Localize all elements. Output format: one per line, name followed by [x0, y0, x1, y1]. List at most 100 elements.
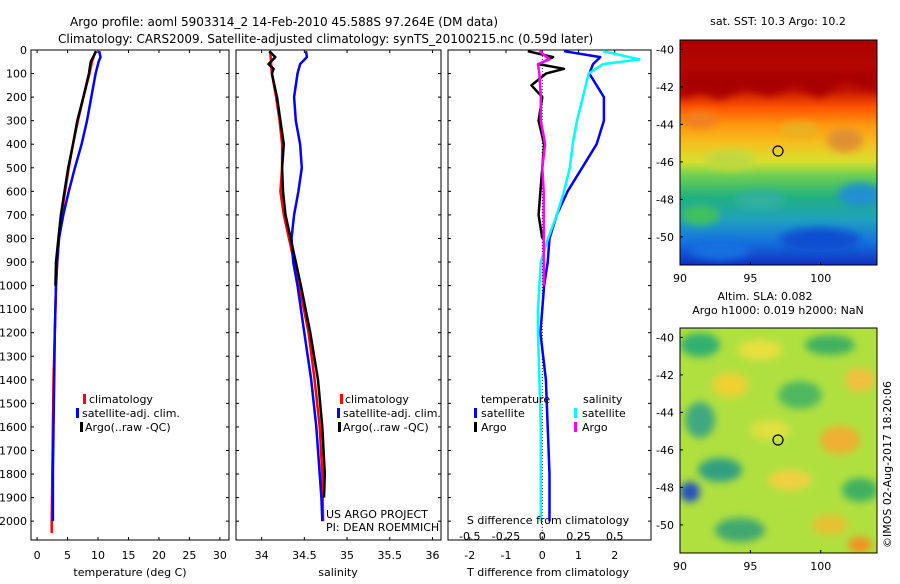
- series-line-argo: [536, 50, 551, 286]
- map-lat-label: -46: [656, 156, 674, 169]
- salinity-xlabel: salinity: [318, 566, 358, 579]
- legend-swatch-argo: [80, 422, 83, 432]
- map-lat-label: -48: [656, 481, 674, 494]
- map-lat-label: -40: [656, 331, 674, 344]
- depth-tick-label: 900: [6, 256, 27, 269]
- salinity-diff-tick-label: -0.5: [459, 530, 480, 543]
- salinity-panel: [235, 49, 442, 541]
- depth-tick-label: 2000: [0, 515, 27, 528]
- depth-tick-label: 300: [6, 115, 27, 128]
- legend-swatch-climatology: [340, 394, 343, 404]
- x-tick-label: 36: [425, 549, 439, 562]
- difference-xlabel-salinity: S difference from climatology: [467, 514, 630, 527]
- temperature-lines: [50, 50, 102, 533]
- series-line-argo-raw-qc-: [267, 50, 327, 498]
- depth-tick-label: 0: [20, 44, 27, 57]
- x-tick-label: 10: [91, 549, 105, 562]
- legend-satellite: satellite-adj. clim.: [343, 407, 441, 420]
- depth-tick-label: 400: [6, 138, 27, 151]
- legend-swatch-satellite: [76, 408, 79, 418]
- legend-swatch-satellite: [337, 408, 340, 418]
- sla-map-subtitle: Argo h1000: 0.019 h2000: NaN: [692, 304, 864, 317]
- salinity-lines: [267, 50, 327, 522]
- sst-map-title: sat. SST: 10.3 Argo: 10.2: [710, 15, 846, 28]
- depth-tick-label: 1300: [0, 350, 27, 363]
- sst-map: [680, 40, 877, 265]
- map-lat-label: -40: [656, 43, 674, 56]
- depth-tick-label: 1500: [0, 397, 27, 410]
- x-tick-label: 25: [182, 549, 196, 562]
- map-lon-label: 90: [673, 272, 687, 285]
- sst-map-frame: [679, 39, 878, 266]
- legend-argo: Argo(..raw -QC): [85, 421, 171, 434]
- legend-swatch-climatology: [83, 394, 86, 404]
- map-lat-label: -50: [656, 519, 674, 532]
- x-tick-label: -1: [501, 549, 512, 562]
- x-tick-label: 1: [575, 549, 582, 562]
- difference-lines: [527, 50, 641, 540]
- map-lat-label: -44: [656, 406, 674, 419]
- x-tick-label: 34.5: [292, 549, 317, 562]
- salinity-legend: climatology satellite-adj. clim. Argo(..…: [337, 393, 441, 434]
- depth-tick-label: 100: [6, 68, 27, 81]
- series-line-satellite-adj-clim-: [51, 50, 102, 522]
- map-lon-label: 100: [810, 560, 831, 573]
- map-lat-label: -50: [656, 231, 674, 244]
- series-line-argo-raw-qc-: [54, 50, 98, 286]
- depth-tick-label: 1600: [0, 421, 27, 434]
- map-lon-label: 100: [810, 272, 831, 285]
- pi-credit: PI: DEAN ROEMMICH: [326, 521, 439, 534]
- map-lon-label: 95: [743, 272, 757, 285]
- legend-group-temperature: temperature: [481, 393, 550, 406]
- series-line-climatology: [50, 50, 97, 533]
- legend-swatch-t-argo: [474, 422, 477, 432]
- map-axes: 90 95 100 -40 -42 -44 -46 -48 -50 90 95 100 -40 -42 -4…: [656, 43, 831, 573]
- depth-tick-label: 800: [6, 232, 27, 245]
- legend-t-argo: Argo: [481, 421, 507, 434]
- map-lat-label: -48: [656, 193, 674, 206]
- depth-tick-label: 700: [6, 209, 27, 222]
- depth-tick-label: 1900: [0, 492, 27, 505]
- series-line-satellite-adj-clim-: [290, 51, 324, 522]
- map-lat-label: -46: [656, 444, 674, 457]
- depth-tick-label: 600: [6, 185, 27, 198]
- x-tick-label: 2: [611, 549, 618, 562]
- legend-climatology: climatology: [345, 393, 409, 406]
- temperature-panel: [30, 49, 230, 541]
- depth-tick-label: 1200: [0, 327, 27, 340]
- x-tick-label: 30: [213, 549, 227, 562]
- depth-axis: 0 100 200 300 400 500 600 700 800 900 1000 1100 1200…: [0, 44, 651, 528]
- difference-panel: [447, 49, 652, 541]
- x-tick-label: 15: [121, 549, 135, 562]
- legend-climatology: climatology: [89, 393, 153, 406]
- salinity-diff-tick-label: 0.25: [566, 530, 591, 543]
- x-tick-label: 35.5: [378, 549, 403, 562]
- temperature-xlabel: temperature (deg C): [73, 566, 186, 579]
- legend-argo: Argo(..raw -QC): [343, 421, 429, 434]
- depth-tick-label: 1000: [0, 280, 27, 293]
- x-tick-label: 0: [34, 549, 41, 562]
- legend-s-satellite: satellite: [582, 407, 626, 420]
- x-tick-label: 0: [539, 549, 546, 562]
- legend-satellite: satellite-adj. clim.: [82, 407, 180, 420]
- map-lat-label: -42: [656, 81, 674, 94]
- map-lon-label: 90: [673, 560, 687, 573]
- depth-tick-label: 500: [6, 162, 27, 175]
- project-credit: US ARGO PROJECT: [326, 508, 428, 521]
- map-lat-label: -44: [656, 118, 674, 131]
- legend-t-satellite: satellite: [481, 407, 525, 420]
- legend-swatch-argo: [338, 422, 341, 432]
- sla-map: [680, 328, 877, 553]
- depth-tick-label: 1800: [0, 468, 27, 481]
- x-axes: 0 5 10 15 20 25 30 34 34.5 35 35.5 36 -2 -1 0 1 2 -0.5 -0.…: [34, 50, 624, 562]
- temperature-legend: climatology satellite-adj. clim. Argo(..…: [76, 393, 180, 434]
- depth-tick-label: 1400: [0, 374, 27, 387]
- map-lon-label: 95: [743, 560, 757, 573]
- series-line-satellite: [539, 50, 606, 522]
- legend-s-argo: Argo: [582, 421, 608, 434]
- legend-group-salinity: salinity: [583, 393, 623, 406]
- depth-tick-label: 1100: [0, 303, 27, 316]
- difference-legend: temperature salinity satellite Argo sate…: [474, 393, 626, 434]
- x-tick-label: -2: [464, 549, 475, 562]
